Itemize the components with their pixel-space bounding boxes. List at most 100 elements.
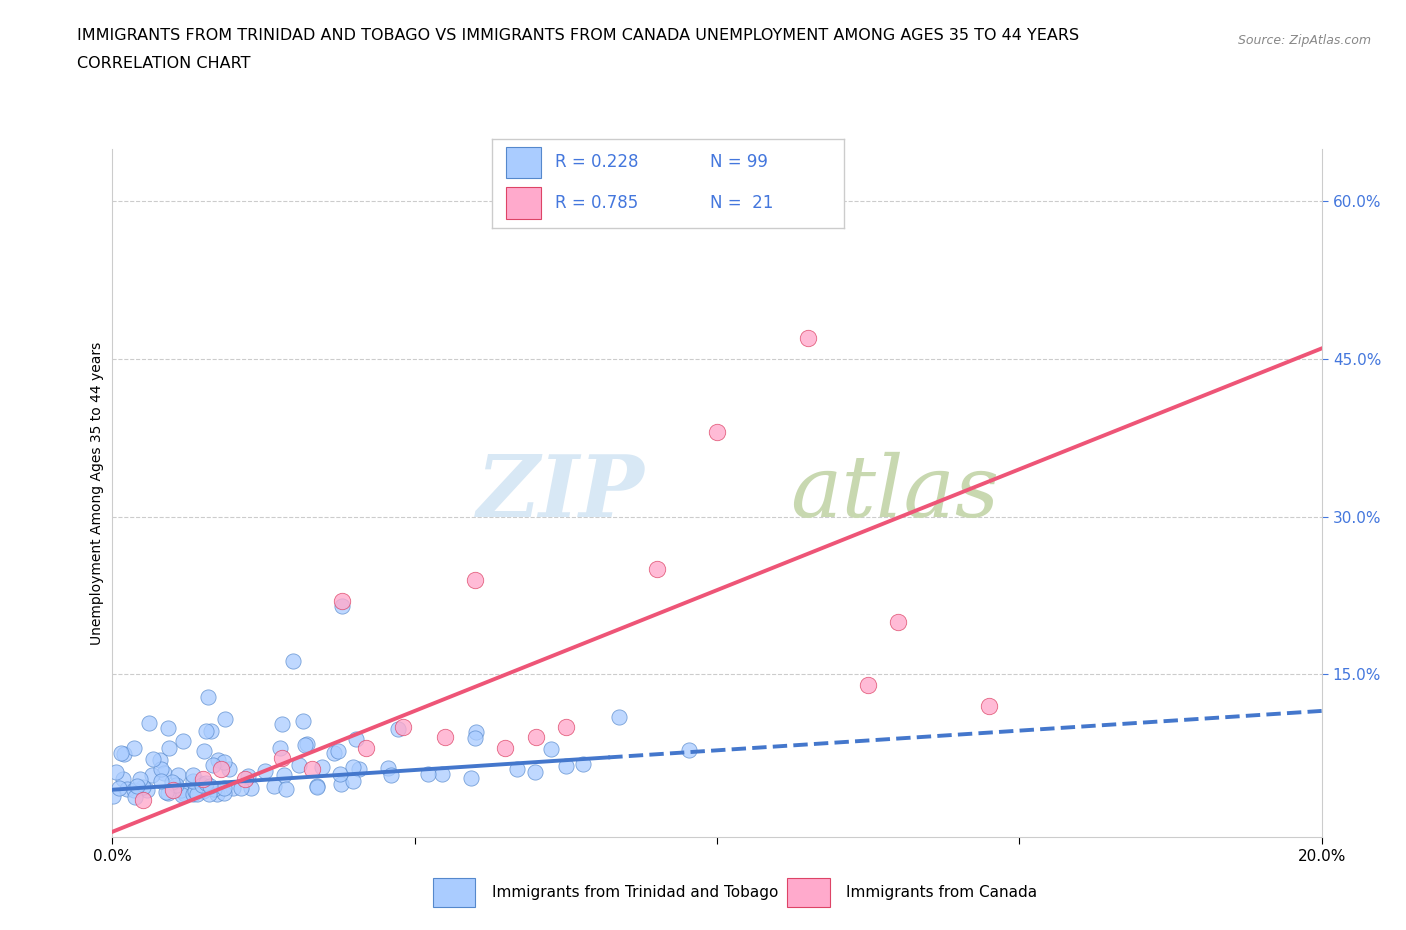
Point: [200, 724, 222, 738]
Point: [157, 721, 180, 736]
Point: [183, 768, 205, 783]
Point: [330, 598, 353, 613]
Bar: [787, 878, 830, 907]
Point: [295, 737, 318, 751]
Point: [142, 751, 165, 766]
Point: [122, 740, 145, 755]
Point: [554, 719, 576, 734]
Bar: [433, 878, 475, 907]
Point: [204, 782, 226, 797]
Point: [271, 716, 294, 731]
Point: [322, 746, 344, 761]
Point: [212, 780, 235, 795]
Point: [356, 740, 378, 755]
Point: [506, 762, 529, 777]
Bar: [506, 187, 541, 219]
Text: IMMIGRANTS FROM TRINIDAD AND TOBAGO VS IMMIGRANTS FROM CANADA UNEMPLOYMENT AMONG: IMMIGRANTS FROM TRINIDAD AND TOBAGO VS I…: [77, 28, 1080, 43]
Point: [240, 780, 263, 795]
Point: [157, 786, 180, 801]
Point: [150, 761, 173, 776]
Point: [269, 740, 291, 755]
Point: [706, 425, 728, 440]
Point: [344, 732, 367, 747]
Point: [128, 772, 150, 787]
Point: [464, 731, 486, 746]
Point: [856, 677, 880, 692]
Point: [416, 766, 439, 781]
Point: [281, 653, 304, 668]
Point: [307, 779, 329, 794]
Point: [183, 773, 205, 788]
Text: N = 99: N = 99: [710, 153, 768, 171]
Point: [138, 716, 160, 731]
Point: [125, 778, 148, 793]
Point: [124, 790, 146, 804]
Point: [191, 777, 214, 792]
Point: [207, 752, 229, 767]
Text: Immigrants from Canada: Immigrants from Canada: [846, 884, 1038, 900]
Point: [524, 764, 547, 779]
Point: [105, 764, 128, 779]
Point: [172, 734, 194, 749]
Point: [218, 762, 240, 777]
Point: [235, 772, 257, 787]
Point: [221, 780, 243, 795]
Point: [796, 330, 818, 345]
Point: [607, 710, 630, 724]
Point: [188, 776, 211, 790]
Point: [342, 760, 364, 775]
Point: [311, 760, 333, 775]
Text: R = 0.785: R = 0.785: [555, 194, 638, 212]
Point: [270, 751, 292, 765]
Point: [433, 730, 456, 745]
Point: [122, 783, 145, 798]
Point: [329, 766, 352, 781]
Point: [202, 757, 225, 772]
Point: [380, 767, 402, 782]
Point: [288, 758, 311, 773]
Point: [464, 724, 486, 739]
Point: [165, 777, 187, 792]
Point: [273, 768, 295, 783]
Point: [112, 747, 135, 762]
Point: [495, 740, 517, 755]
Point: [342, 774, 364, 789]
Point: [432, 766, 454, 781]
Text: Immigrants from Trinidad and Tobago: Immigrants from Trinidad and Tobago: [492, 884, 779, 900]
Point: [136, 782, 159, 797]
Point: [263, 778, 285, 793]
Text: atlas: atlas: [790, 452, 998, 534]
Point: [155, 784, 177, 799]
Point: [172, 788, 194, 803]
Point: [110, 746, 132, 761]
Point: [977, 698, 1000, 713]
Point: [195, 724, 218, 738]
Point: [214, 711, 236, 726]
Point: [554, 759, 576, 774]
Point: [294, 737, 316, 752]
Point: [214, 754, 236, 769]
Point: [238, 768, 260, 783]
Point: [887, 614, 910, 629]
Point: [326, 744, 349, 759]
Point: [111, 772, 134, 787]
Y-axis label: Unemployment Among Ages 35 to 44 years: Unemployment Among Ages 35 to 44 years: [90, 341, 104, 644]
Bar: [506, 147, 541, 179]
Text: ZIP: ZIP: [477, 451, 644, 535]
Point: [292, 714, 315, 729]
Point: [274, 782, 297, 797]
Point: [170, 783, 193, 798]
Point: [131, 779, 153, 794]
Point: [197, 690, 219, 705]
Point: [181, 787, 204, 802]
Point: [149, 752, 172, 767]
Point: [347, 762, 370, 777]
Point: [377, 761, 399, 776]
Point: [107, 780, 129, 795]
Point: [159, 740, 181, 755]
Point: [115, 781, 138, 796]
Point: [184, 783, 207, 798]
Point: [160, 775, 183, 790]
Point: [253, 764, 276, 779]
Text: CORRELATION CHART: CORRELATION CHART: [77, 56, 250, 71]
